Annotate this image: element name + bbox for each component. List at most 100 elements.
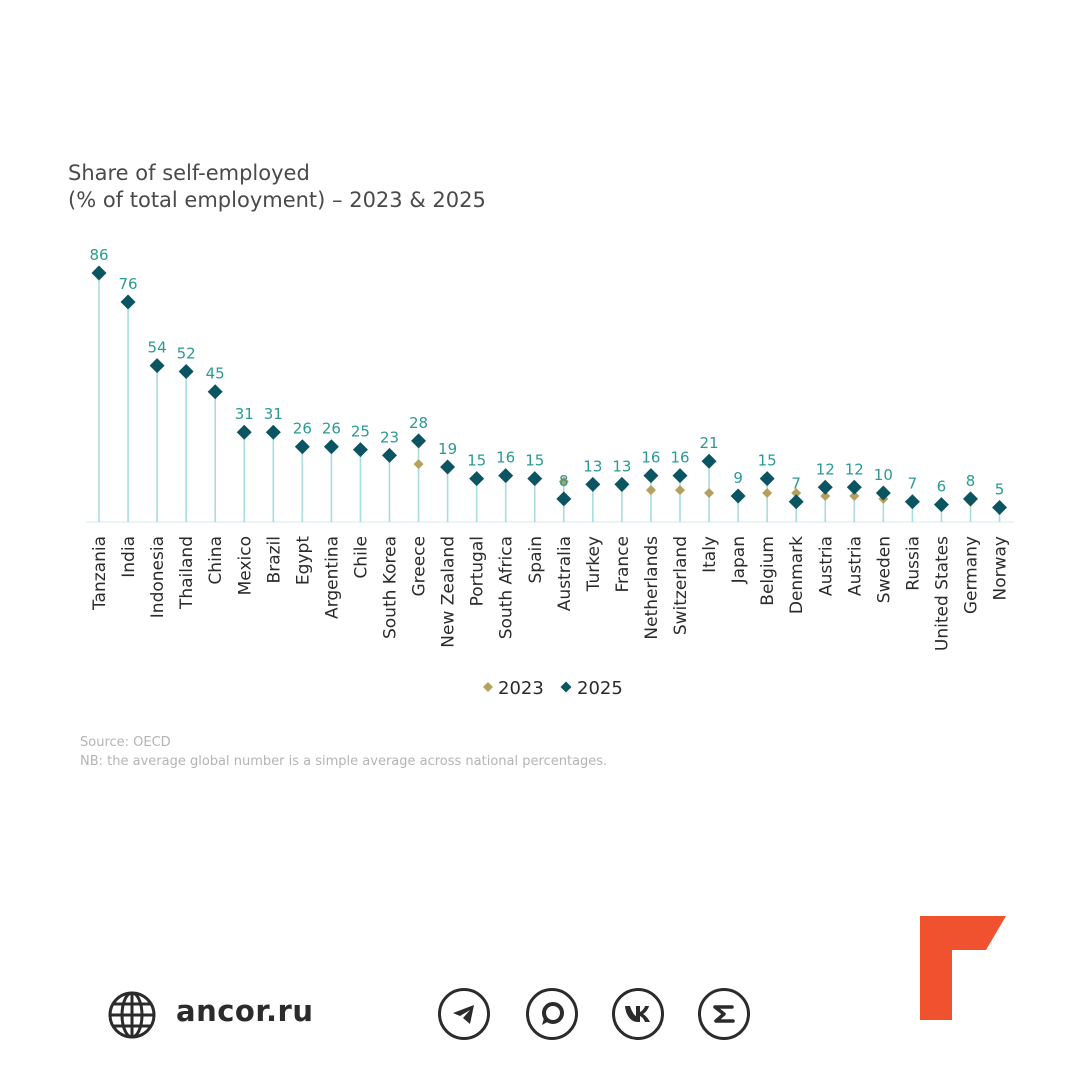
data-label: 26 (293, 420, 312, 438)
data-label: 26 (322, 420, 341, 438)
data-label: 15 (758, 452, 777, 470)
data-label: 19 (438, 440, 457, 458)
point-2025 (411, 433, 427, 449)
category-label: Netherlands (642, 536, 662, 640)
chat-button[interactable] (526, 988, 578, 1040)
category-label: Austria (816, 536, 836, 596)
data-label: 23 (380, 428, 399, 446)
point-2025 (149, 358, 165, 374)
point-2025 (207, 384, 223, 400)
data-label: 10 (874, 466, 893, 484)
category-label: Russia (903, 536, 923, 591)
point-2025 (614, 476, 630, 492)
category-label: Italy (700, 536, 720, 573)
source-note: Source: OECD NB: the average global numb… (80, 733, 607, 771)
point-2025 (672, 468, 688, 484)
data-label: 7 (791, 475, 801, 493)
data-label: 6 (937, 478, 947, 496)
category-label: France (613, 536, 633, 593)
category-label: Turkey (584, 536, 604, 592)
data-label: 25 (351, 423, 370, 441)
point-2023 (791, 488, 802, 499)
point-2025 (701, 453, 717, 469)
point-2025 (440, 459, 456, 475)
data-label: 7 (908, 475, 918, 493)
data-label: 54 (148, 339, 167, 357)
globe-icon[interactable] (107, 990, 157, 1040)
zen-icon (713, 1005, 735, 1023)
telegram-button[interactable] (438, 988, 490, 1040)
point-2025 (469, 471, 485, 487)
category-label: Argentina (322, 536, 342, 619)
category-label: India (119, 536, 139, 578)
point-2025 (323, 439, 339, 455)
source-line: Source: OECD (80, 735, 171, 750)
point-2023 (704, 488, 715, 499)
point-2025 (788, 494, 804, 510)
point-2023 (820, 490, 831, 501)
chart-title-line-2: (% of total employment) – 2023 & 2025 (68, 188, 486, 212)
point-2023 (762, 488, 773, 499)
zen-button[interactable] (698, 988, 750, 1040)
legend-marker-2025 (560, 681, 572, 693)
data-label: 86 (89, 246, 108, 264)
category-label: Belgium (758, 536, 778, 606)
data-label: 76 (119, 275, 138, 293)
category-label: Mexico (235, 536, 255, 595)
point-2025 (963, 491, 978, 507)
category-label: Egypt (293, 536, 313, 585)
chart-title-line-1: Share of self-employed (68, 161, 310, 185)
point-2025 (875, 485, 891, 501)
point-2025 (643, 468, 659, 484)
category-label: Chile (351, 536, 371, 579)
point-2025 (91, 265, 107, 281)
data-label: 16 (670, 449, 689, 467)
category-label: Portugal (468, 536, 488, 606)
vk-button[interactable] (612, 988, 664, 1040)
site-link[interactable]: ancor.ru (176, 994, 314, 1028)
chart-title: Share of self-employed (% of total emplo… (68, 160, 486, 214)
data-label: 5 (995, 481, 1005, 499)
category-label: Sweden (874, 536, 894, 603)
point-2025 (556, 491, 572, 507)
chat-icon (542, 1002, 564, 1025)
data-label: 8 (559, 472, 569, 490)
data-label: 31 (235, 405, 254, 423)
point-2025 (236, 424, 252, 440)
point-2025 (178, 363, 194, 379)
data-label: 16 (496, 449, 515, 467)
telegram-icon (453, 1005, 474, 1024)
legend-label-2025: 2025 (577, 678, 623, 699)
point-2025 (382, 447, 397, 463)
category-label: Brazil (264, 536, 284, 583)
legend-label-2023: 2023 (498, 678, 544, 699)
point-2023 (558, 476, 569, 487)
data-label: 15 (467, 452, 486, 470)
point-2025 (904, 494, 920, 510)
category-label: United States (932, 536, 952, 651)
data-label: 16 (641, 449, 660, 467)
category-label: South Africa (497, 536, 517, 639)
point-2025 (527, 471, 543, 487)
point-2025 (992, 500, 1008, 516)
category-label: Thailand (177, 536, 197, 610)
point-2023 (675, 485, 685, 496)
data-label: 21 (700, 434, 719, 452)
category-label: Indonesia (148, 536, 168, 618)
data-label: 13 (583, 457, 602, 475)
point-2023 (413, 459, 424, 470)
point-2025 (933, 497, 949, 513)
legend-marker-2023 (483, 682, 493, 692)
category-label: Denmark (787, 536, 807, 614)
data-label: 15 (525, 452, 544, 470)
point-2025 (730, 488, 746, 504)
brand-logo (920, 916, 1006, 1020)
data-label: 31 (264, 405, 283, 423)
category-label: Greece (410, 536, 430, 597)
data-label: 12 (845, 460, 864, 478)
point-2025 (817, 479, 833, 495)
data-label: 12 (816, 460, 835, 478)
data-label: 45 (206, 365, 225, 383)
vk-icon (625, 1006, 650, 1022)
category-label: China (206, 536, 226, 585)
